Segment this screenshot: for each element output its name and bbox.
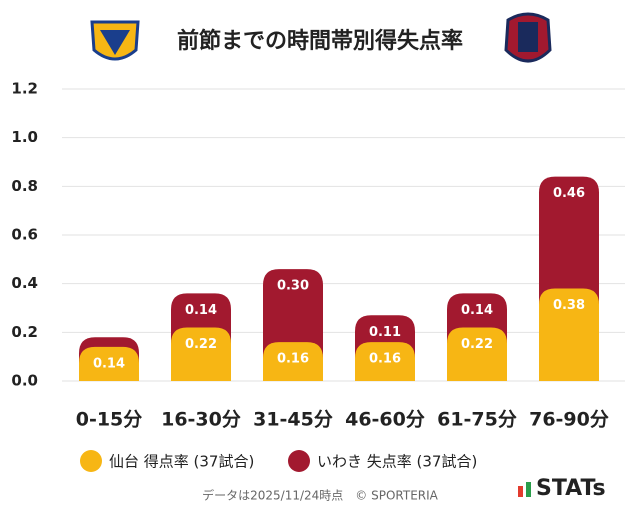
legend-marker — [80, 450, 102, 472]
y-tick-label: 1.2 — [11, 80, 38, 98]
x-tick-label: 31-45分 — [253, 409, 333, 431]
value-label: 0.38 — [553, 298, 585, 313]
bar — [79, 346, 139, 381]
legend-label: いわき 失点率 (37試合) — [317, 453, 477, 471]
bar — [355, 342, 415, 381]
bar — [539, 288, 599, 381]
x-tick-label: 0-15分 — [76, 409, 143, 431]
bar — [539, 176, 599, 307]
x-tick-label: 61-75分 — [437, 409, 517, 431]
y-tick-label: 0.2 — [11, 323, 38, 341]
y-tick-label: 0.8 — [11, 177, 38, 195]
value-label: 0.22 — [185, 337, 217, 352]
value-label: 0.22 — [461, 337, 493, 352]
bar — [263, 342, 323, 381]
y-tick-label: 0.0 — [11, 372, 38, 390]
value-label: 0.46 — [553, 186, 585, 201]
value-label: 0.30 — [277, 279, 309, 294]
y-tick-label: 0.6 — [11, 226, 38, 244]
value-label: 0.14 — [93, 356, 125, 371]
y-tick-label: 1.0 — [11, 128, 38, 146]
value-label: 0.14 — [185, 303, 217, 318]
y-tick-label: 0.4 — [11, 274, 38, 292]
value-label: 0.16 — [277, 352, 309, 367]
bar — [447, 327, 507, 381]
legend-label: 仙台 得点率 (37試合) — [109, 453, 254, 471]
value-label: 0.11 — [369, 325, 401, 340]
x-tick-label: 16-30分 — [161, 409, 241, 431]
sendai-logo — [90, 20, 140, 61]
x-tick-label: 46-60分 — [345, 409, 425, 431]
bar — [171, 327, 231, 381]
legend-marker — [288, 450, 310, 472]
value-label: 0.14 — [461, 303, 493, 318]
footnote: データは2025/11/24時点 © SPORTERIA — [202, 488, 439, 503]
brand: STATs — [536, 476, 606, 501]
chart-title: 前節までの時間帯別得失点率 — [177, 28, 463, 54]
bar — [263, 269, 323, 361]
x-tick-label: 76-90分 — [529, 409, 609, 431]
value-label: 0.16 — [369, 352, 401, 367]
iwaki-logo — [504, 12, 552, 63]
brand-logo: STATs — [518, 476, 606, 501]
